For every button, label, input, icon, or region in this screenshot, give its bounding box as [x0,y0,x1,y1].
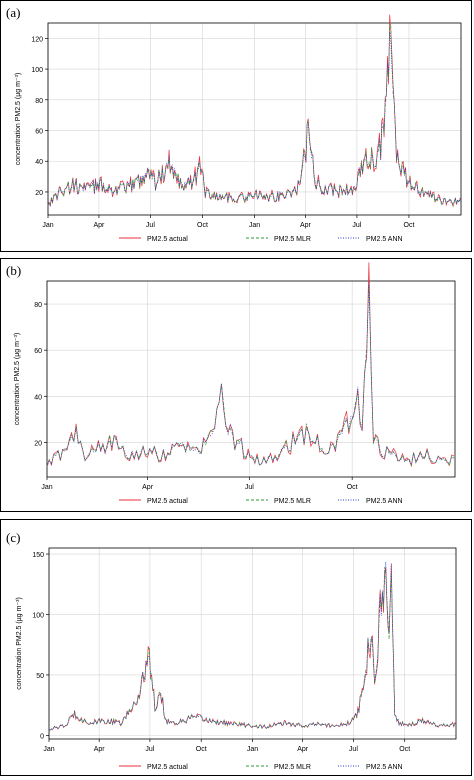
y-tick-label: 60 [34,348,42,355]
y-tick-label: 100 [31,67,43,74]
x-tick-label: Jul [349,746,358,753]
y-tick-label: 40 [35,159,43,166]
panel-b: (b) 20 40 60 80 Jan Apr Jul Oct concentration PM… [0,258,472,512]
y-axis-label: concentration PM2.5 (µg m⁻³) [15,73,22,166]
x-tick-label: Oct [404,222,415,229]
y-tick-label: 120 [31,36,43,43]
x-tick-label: Jan [247,746,258,753]
x-tick-label: Apr [300,222,312,229]
x-tick-label: Apr [142,484,154,491]
legend-label: PM2.5 actual [147,236,188,243]
chart-a: 20 40 60 80 100 120 Jan Apr Jul Oct Jan Apr Jul Oct co… [15,14,462,243]
x-tick-label: Oct [197,222,208,229]
legend-label: PM2.5 actual [147,764,188,771]
panel-label: (c) [6,530,21,545]
y-axis-label: concentration PM2.5 (µg m⁻³) [14,333,21,426]
series-line [46,281,454,467]
legend-label: PM2.5 ANN [366,236,403,243]
legend-label: PM2.5 MLR [274,498,311,505]
x-tick-label: Jul [146,222,155,229]
y-tick-label: 150 [32,552,44,559]
y-tick-label: 40 [34,394,42,401]
y-axis-label: concentration PM2.5 (µg m⁻³) [16,597,23,690]
legend-label: PM2.5 ANN [366,498,403,505]
series-line [48,561,457,730]
x-tick-label: Oct [196,746,207,753]
series-line [46,284,455,467]
legend-label: PM2.5 ANN [366,764,403,771]
x-tick-label: Jul [245,484,254,491]
x-tick-label: Jan [41,484,52,491]
panel-label: (a) [6,5,21,20]
y-tick-label: 50 [36,673,44,680]
y-tick-label: 80 [35,98,43,105]
x-tick-label: Jul [145,746,154,753]
legend-label: PM2.5 MLR [274,764,311,771]
x-tick-label: Apr [297,746,309,753]
y-tick-label: 60 [35,129,43,136]
x-tick-label: Jan [43,746,54,753]
x-tick-label: Oct [347,484,358,491]
y-tick-label: 20 [35,190,43,197]
y-tick-label: 20 [34,440,42,447]
legend-label: PM2.5 MLR [274,236,311,243]
plot-area [46,280,456,478]
legend-label: PM2.5 actual [147,498,188,505]
y-tick-label: 100 [32,612,44,619]
panel-a: (a) 20 40 60 80 100 120 Jan Apr Jul Oct Jan Apr Jul O… [0,0,472,252]
y-tick-label: 80 [34,302,42,309]
x-tick-label: Jan [249,222,260,229]
x-tick-label: Jan [42,222,53,229]
y-tick-label: 0 [40,733,44,740]
x-tick-label: Apr [94,746,106,753]
x-tick-label: Jul [352,222,361,229]
panel-c: (c) 0 50 100 150 Jan Apr Jul Oct Jan Apr Jul Oct con… [0,519,472,776]
panel-label: (b) [6,263,22,278]
series-line [46,262,455,468]
chart-c: 0 50 100 150 Jan Apr Jul Oct Jan Apr Jul Oct concent… [16,547,457,771]
x-tick-label: Apr [93,222,105,229]
x-tick-label: Oct [399,746,410,753]
chart-b: 20 40 60 80 Jan Apr Jul Oct concentration PM2.5 … [14,262,456,505]
